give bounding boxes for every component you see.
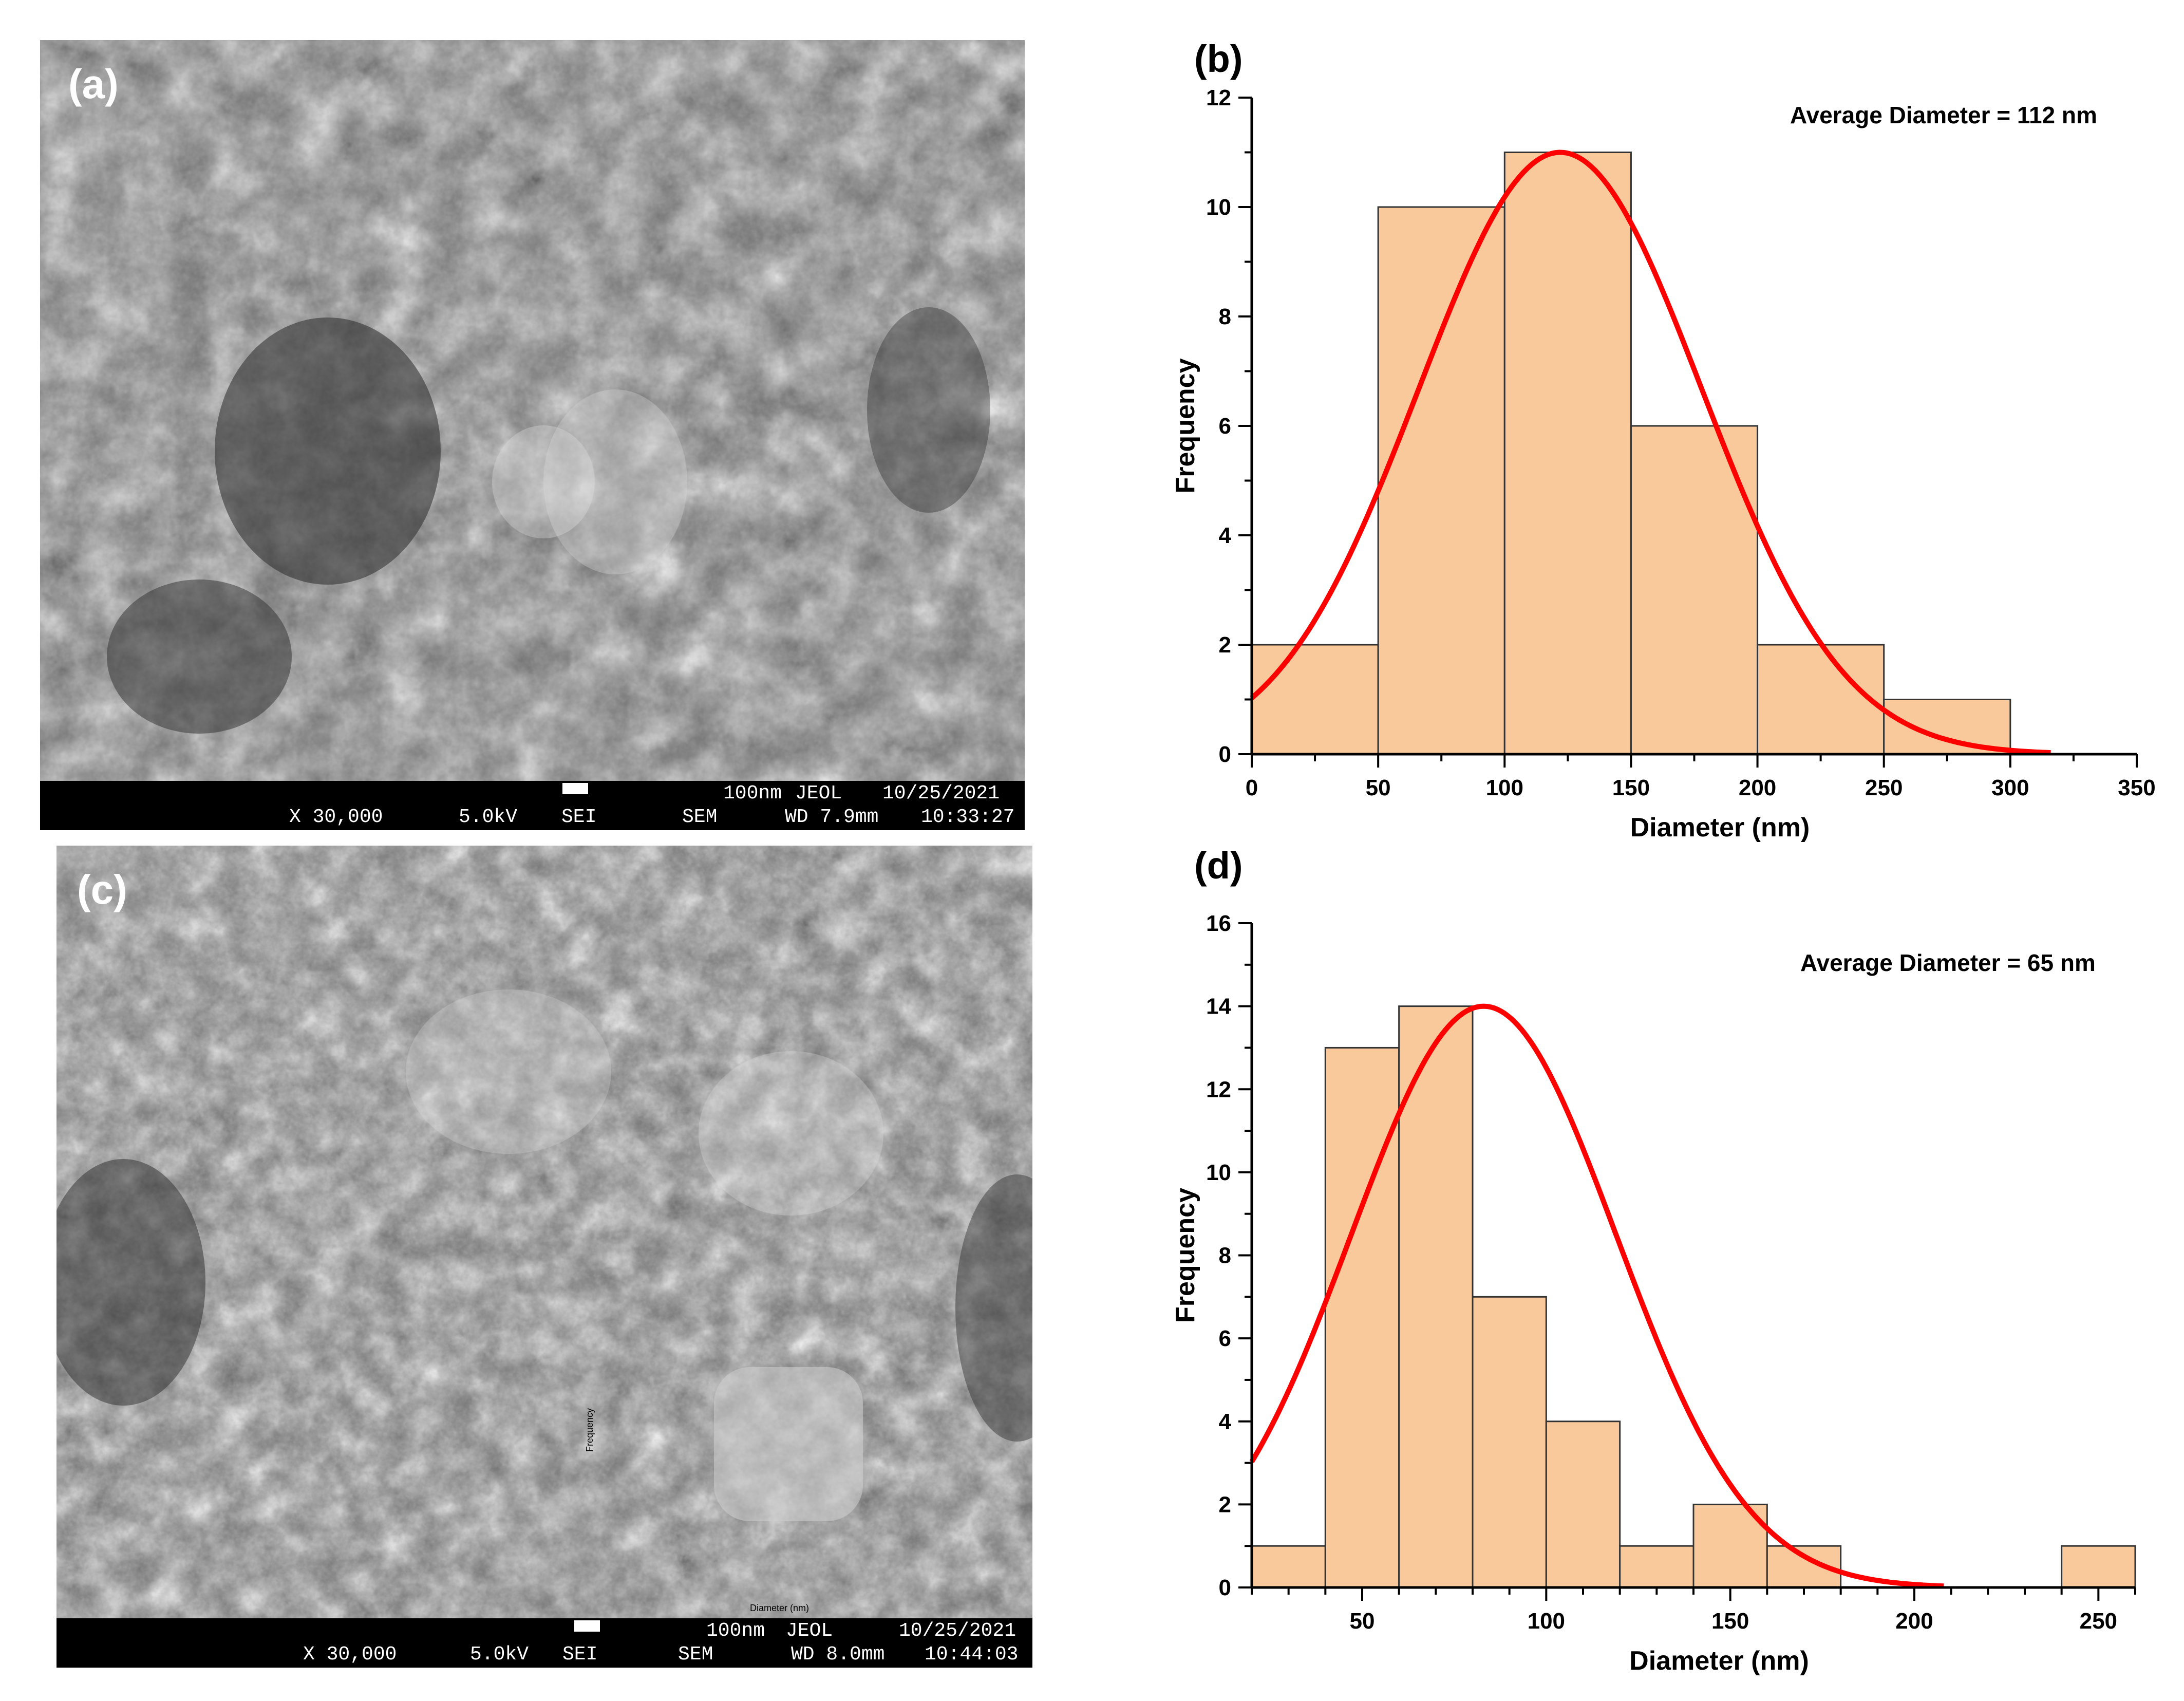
sem-maker-text: JEOL bbox=[786, 1620, 833, 1642]
sem-image-a: 100nm JEOL 10/25/2021 X 30,000 5.0kV SEI… bbox=[40, 40, 1025, 830]
x-tick-label: 100 bbox=[1486, 775, 1523, 800]
gaussian-fit-curve bbox=[1250, 149, 2051, 756]
histogram-bar bbox=[1757, 644, 1885, 755]
sem-info-bar-c: 100nm JEOL 10/25/2021 X 30,000 5.0kV SEI… bbox=[57, 1618, 1032, 1668]
histogram-bar bbox=[1251, 1545, 1326, 1588]
histogram-bar bbox=[1472, 1296, 1547, 1588]
sem-texture-c bbox=[57, 846, 1032, 1668]
sem-mode-text: SEM bbox=[682, 806, 718, 828]
y-axis-label: Frequency bbox=[1171, 358, 1200, 493]
sem-image-c: Frequency Diameter (nm) 100nm JEOL 10/25… bbox=[57, 846, 1032, 1668]
sem-voltage-text: 5.0kV bbox=[459, 806, 518, 828]
sem-magnification-text: X 30,000 bbox=[289, 806, 383, 828]
average-diameter-annotation: Average Diameter = 112 nm bbox=[1790, 102, 2097, 128]
y-tick-label: 8 bbox=[1219, 1243, 1231, 1268]
y-tick-label: 4 bbox=[1219, 1409, 1232, 1434]
histogram-bar bbox=[1398, 1005, 1474, 1588]
histogram-bar bbox=[1503, 152, 1632, 755]
y-tick-label: 2 bbox=[1219, 632, 1231, 658]
panel-label-a: (a) bbox=[68, 61, 119, 107]
y-tick-label: 10 bbox=[1206, 195, 1231, 220]
sem-texture-a bbox=[40, 40, 1025, 830]
y-tick-label: 6 bbox=[1219, 414, 1231, 439]
sem-wd-text: WD 7.9mm bbox=[785, 806, 879, 828]
sem-date-text: 10/25/2021 bbox=[899, 1620, 1016, 1642]
overlay-diameter-text: Diameter (nm) bbox=[750, 1603, 809, 1613]
y-tick-label: 2 bbox=[1219, 1492, 1231, 1517]
x-tick-label: 350 bbox=[2118, 775, 2155, 800]
x-tick-label: 0 bbox=[1246, 775, 1258, 800]
panel-label-d: (d) bbox=[1194, 844, 1243, 887]
histogram-bar bbox=[2061, 1545, 2136, 1588]
x-tick-label: 50 bbox=[1366, 775, 1391, 800]
y-tick-label: 8 bbox=[1219, 304, 1231, 329]
average-diameter-annotation: Average Diameter = 65 nm bbox=[1800, 949, 2096, 976]
panel-label-b: (b) bbox=[1194, 38, 1243, 80]
sem-voltage-text: 5.0kV bbox=[470, 1643, 529, 1666]
histogram-bar bbox=[1377, 206, 1505, 755]
y-tick-label: 0 bbox=[1219, 1575, 1231, 1600]
x-axis-label: Diameter (nm) bbox=[1629, 1646, 1809, 1676]
sem-maker-text: JEOL bbox=[795, 782, 842, 805]
x-tick-label: 200 bbox=[1895, 1609, 1933, 1634]
sem-date-text: 10/25/2021 bbox=[882, 782, 1000, 805]
histogram-bar bbox=[1251, 644, 1379, 755]
sem-wd-text: WD 8.0mm bbox=[791, 1643, 885, 1666]
panel-label-c: (c) bbox=[77, 867, 127, 912]
y-axis-label: Frequency bbox=[1171, 1188, 1200, 1323]
scale-bar bbox=[562, 783, 588, 794]
y-tick-label: 12 bbox=[1206, 85, 1231, 110]
x-tick-label: 150 bbox=[1612, 775, 1650, 800]
sem-mode-text: SEM bbox=[678, 1643, 713, 1666]
x-tick-label: 250 bbox=[1865, 775, 1903, 800]
x-axis-label: Diameter (nm) bbox=[1630, 813, 1810, 843]
x-tick-label: 100 bbox=[1528, 1609, 1565, 1634]
y-tick-label: 10 bbox=[1206, 1160, 1231, 1185]
x-tick-label: 150 bbox=[1711, 1609, 1749, 1634]
sem-scale-text: 100nm bbox=[723, 782, 782, 805]
y-tick-label: 16 bbox=[1206, 911, 1231, 936]
sem-time-text: 10:44:03 bbox=[925, 1643, 1019, 1666]
sem-detector-text: SEI bbox=[562, 1643, 598, 1666]
histogram-bar bbox=[1619, 1545, 1695, 1588]
x-tick-label: 50 bbox=[1350, 1609, 1375, 1634]
sem-detector-text: SEI bbox=[561, 806, 597, 828]
gaussian-fit-curve bbox=[1249, 1003, 1944, 1589]
y-tick-label: 12 bbox=[1206, 1077, 1231, 1102]
sem-magnification-text: X 30,000 bbox=[303, 1643, 397, 1666]
y-tick-label: 6 bbox=[1219, 1326, 1231, 1351]
x-tick-label: 300 bbox=[1991, 775, 2029, 800]
scale-bar bbox=[574, 1620, 600, 1632]
sem-time-text: 10:33:27 bbox=[921, 806, 1015, 828]
histogram-bar bbox=[1324, 1046, 1400, 1588]
y-tick-label: 4 bbox=[1219, 523, 1232, 548]
y-tick-label: 0 bbox=[1219, 742, 1231, 767]
histogram-bar bbox=[1545, 1420, 1621, 1588]
x-tick-label: 250 bbox=[2080, 1609, 2117, 1634]
sem-info-bar-a: 100nm JEOL 10/25/2021 X 30,000 5.0kV SEI… bbox=[40, 781, 1025, 830]
x-tick-label: 200 bbox=[1739, 775, 1776, 800]
sem-scale-text: 100nm bbox=[706, 1620, 765, 1642]
y-tick-label: 14 bbox=[1206, 994, 1231, 1019]
